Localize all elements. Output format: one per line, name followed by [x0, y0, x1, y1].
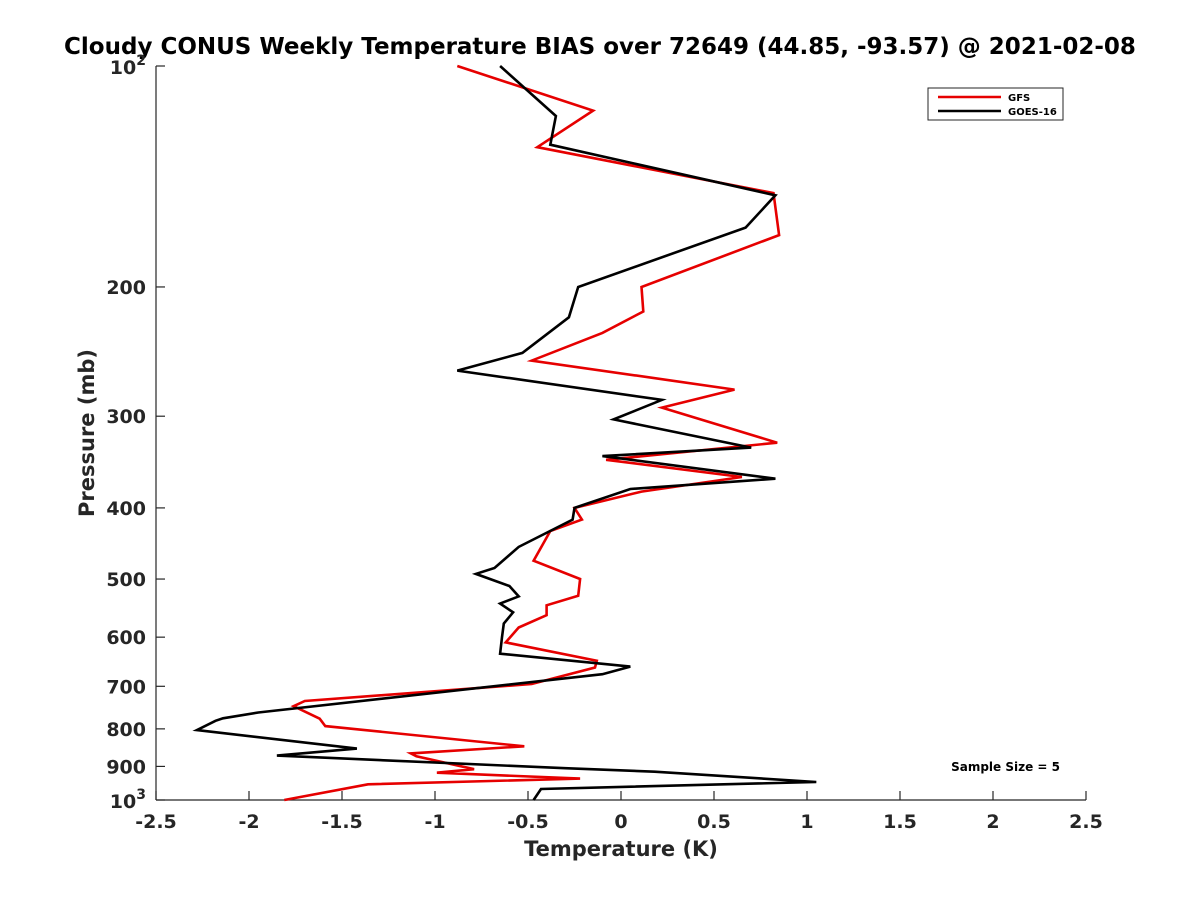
plot-area: -2.5 -2 -1.5 -1 -0.5 0 0.5 1 1.5 2 2.5 200 300 400 500…: [106, 53, 1103, 833]
y-tick-label: 800: [106, 719, 146, 741]
chart-title: Cloudy CONUS Weekly Temperature BIAS ove…: [64, 34, 1136, 60]
x-tick-label: 1: [800, 811, 813, 833]
legend-entry: GFS: [1008, 93, 1030, 104]
y-tick-label: 102: [110, 53, 146, 79]
x-tick-label: -2: [238, 811, 259, 833]
y-tick-label: 600: [106, 627, 146, 649]
y-tick-label: 103: [110, 787, 146, 813]
x-tick-label: 2: [986, 811, 999, 833]
x-tick-label: 1.5: [883, 811, 917, 833]
x-tick-label: 2.5: [1069, 811, 1103, 833]
x-tick-label: -2.5: [135, 811, 177, 833]
y-tick-label: 400: [106, 498, 146, 520]
series-line-goes-16: [192, 65, 817, 801]
sample-size-annotation: Sample Size = 5: [951, 760, 1060, 774]
x-tick-label: 0.5: [697, 811, 731, 833]
x-tick-label: -1: [424, 811, 445, 833]
legend-box: [927, 87, 1064, 121]
y-tick-label: 500: [106, 569, 146, 591]
legend-entry: GOES-16: [1008, 107, 1057, 118]
y-tick-label: 700: [106, 676, 146, 698]
legend: GFS GOES-16: [927, 87, 1064, 121]
y-axis-label: Pressure (mb): [75, 349, 99, 517]
y-tick-label: 300: [106, 406, 146, 428]
x-tick-label: -1.5: [321, 811, 363, 833]
x-axis-label: Temperature (K): [524, 837, 718, 861]
y-tick-label: 200: [106, 277, 146, 299]
y-tick-label: 900: [106, 756, 146, 778]
series-line-gfs: [284, 64, 781, 802]
x-tick-label: 0: [614, 811, 627, 833]
x-tick-label: -0.5: [507, 811, 549, 833]
